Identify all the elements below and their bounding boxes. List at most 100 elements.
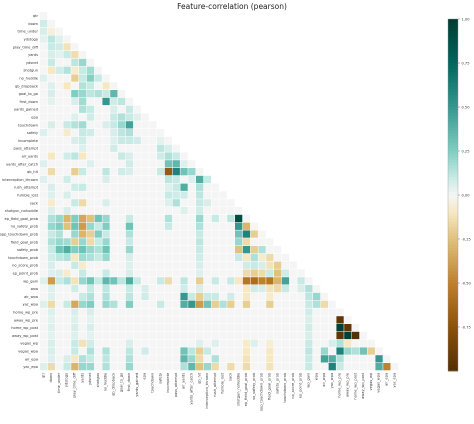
heatmap-cell xyxy=(47,207,56,215)
heatmap-cell xyxy=(320,324,329,332)
colorbar-segment xyxy=(448,51,458,55)
heatmap-cell xyxy=(227,269,235,277)
heatmap-cell xyxy=(157,129,165,137)
heatmap-cell xyxy=(71,51,79,59)
heatmap-cell xyxy=(71,230,79,238)
heatmap-cell xyxy=(188,261,196,269)
heatmap-cell xyxy=(125,269,134,277)
heatmap-cell xyxy=(141,129,149,137)
heatmap-cell xyxy=(203,183,212,191)
heatmap-cell xyxy=(235,277,243,285)
column-label: sack xyxy=(228,372,232,381)
heatmap-cell xyxy=(328,316,336,324)
heatmap-cell xyxy=(235,363,243,371)
heatmap-cell xyxy=(47,355,56,363)
heatmap-cell xyxy=(157,144,165,152)
heatmap-cell xyxy=(336,347,344,355)
heatmap-cell xyxy=(125,222,134,230)
heatmap-cell xyxy=(258,347,266,355)
heatmap-cell xyxy=(118,324,126,332)
heatmap-cell xyxy=(235,339,243,347)
heatmap-cell xyxy=(180,175,188,184)
heatmap-cell xyxy=(47,277,56,285)
heatmap-cell xyxy=(313,308,321,316)
heatmap-cell xyxy=(86,183,95,191)
row-label: yac_epa xyxy=(23,365,38,369)
heatmap-cell xyxy=(40,152,48,160)
heatmap-cell xyxy=(211,316,219,324)
heatmap-cell xyxy=(266,355,274,363)
heatmap-cell xyxy=(141,308,149,316)
column-label: vegas_wpa xyxy=(377,373,381,393)
colorbar-segment xyxy=(448,177,458,181)
colorbar-segment xyxy=(448,57,458,61)
heatmap-cell xyxy=(196,191,204,199)
heatmap-cell xyxy=(55,316,63,324)
heatmap-cell xyxy=(196,269,204,277)
colorbar-segment xyxy=(448,74,458,79)
colorbar-segment xyxy=(448,168,458,172)
heatmap-cell xyxy=(40,97,48,106)
heatmap-cell xyxy=(47,230,56,238)
column-label: vegas_wp xyxy=(369,372,373,390)
colorbar-segment xyxy=(448,341,458,345)
heatmap-cell xyxy=(94,355,102,363)
heatmap-cell xyxy=(141,199,149,207)
heatmap-cell xyxy=(274,261,282,269)
heatmap-cell xyxy=(40,199,48,207)
heatmap-cell xyxy=(55,214,63,223)
heatmap-cell xyxy=(71,90,79,98)
heatmap-cell xyxy=(242,308,251,316)
heatmap-cell xyxy=(110,261,118,269)
heatmap-cell xyxy=(86,230,95,238)
heatmap-cell xyxy=(235,300,243,308)
heatmap-cell xyxy=(71,97,79,106)
heatmap-cell xyxy=(40,12,48,20)
heatmap-cell xyxy=(242,363,251,371)
column-label: safety xyxy=(158,372,162,384)
heatmap-cell xyxy=(55,90,63,98)
heatmap-cell xyxy=(110,144,118,152)
heatmap-cell xyxy=(203,269,212,277)
heatmap-cell xyxy=(180,238,188,246)
heatmap-cell xyxy=(157,230,165,238)
heatmap-cell xyxy=(71,74,79,82)
row-label: ep_point_prob xyxy=(13,271,39,275)
heatmap-cell xyxy=(235,222,243,230)
heatmap-cell xyxy=(157,152,165,160)
heatmap-cell xyxy=(63,347,71,355)
heatmap-cell xyxy=(63,129,71,137)
heatmap-cell xyxy=(110,199,118,207)
heatmap-cell xyxy=(55,199,63,207)
heatmap-cell xyxy=(219,246,227,254)
heatmap-cell xyxy=(133,136,141,145)
column-label: ep_point_prob xyxy=(299,372,303,398)
colorbar-segment xyxy=(448,156,458,161)
heatmap-cell xyxy=(352,347,360,355)
heatmap-cell xyxy=(86,261,95,269)
heatmap-cell xyxy=(289,347,297,355)
heatmap-cell xyxy=(164,261,173,269)
heatmap-cell xyxy=(203,363,212,371)
heatmap-cell xyxy=(180,277,188,285)
heatmap-cell xyxy=(188,175,196,184)
heatmap-cell xyxy=(86,285,95,293)
heatmap-cell xyxy=(188,316,196,324)
heatmap-cell xyxy=(250,339,258,347)
heatmap-cell xyxy=(63,97,71,106)
heatmap-cell xyxy=(110,136,118,145)
colorbar-segment xyxy=(448,335,458,340)
heatmap-cell xyxy=(180,300,188,308)
column-label: down xyxy=(49,373,53,383)
heatmap-cell xyxy=(141,160,149,168)
heatmap-cell xyxy=(196,230,204,238)
heatmap-cell xyxy=(196,277,204,285)
heatmap-cell xyxy=(336,363,344,371)
heatmap-cell xyxy=(47,58,56,67)
heatmap-cell xyxy=(149,230,157,238)
heatmap-cell xyxy=(274,253,282,262)
heatmap-cell xyxy=(71,105,79,113)
heatmap-cell xyxy=(125,97,134,106)
heatmap-cell xyxy=(94,246,102,254)
heatmap-cell xyxy=(102,230,110,238)
